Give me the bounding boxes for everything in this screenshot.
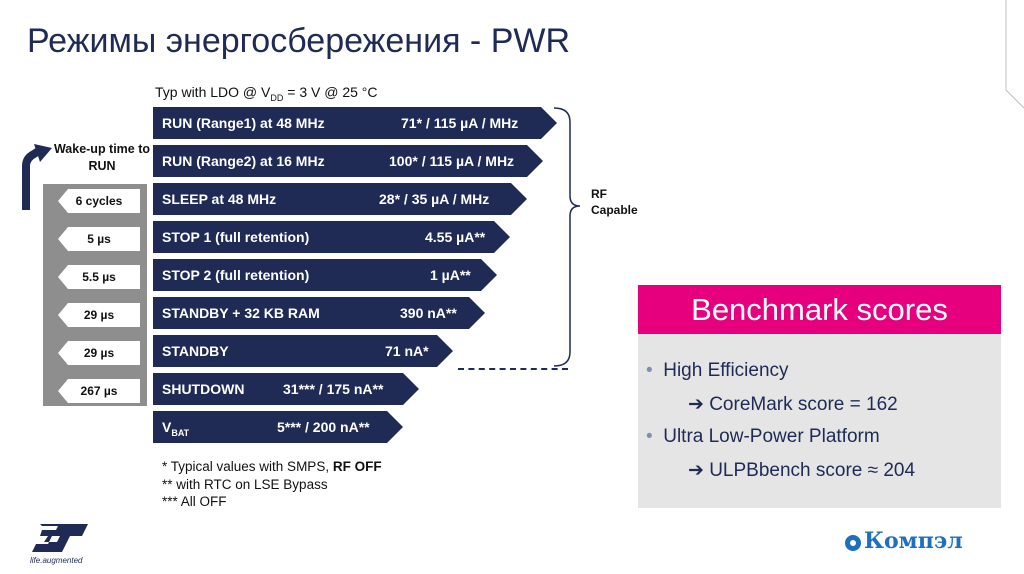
- wakeup-time-item: 267 µs: [58, 379, 140, 403]
- wakeup-label: Wake-up time to RUN: [53, 142, 151, 173]
- footnote-1: * Typical values with SMPS, RF OFF: [162, 458, 382, 476]
- sub-bullet-2-text: ULPBbench score ≈ 204: [709, 460, 916, 481]
- footnote-3: *** All OFF: [162, 494, 227, 509]
- mode-value: 390 nA**: [400, 305, 457, 321]
- benchmark-heading: Benchmark scores: [638, 285, 1001, 334]
- benchmark-panel: • High Efficiency ➔ CoreMark score = 162…: [638, 334, 1001, 508]
- wakeup-time-item: 5.5 µs: [58, 265, 140, 289]
- arrow-bar-shape: [153, 373, 419, 405]
- mode-bar-sleep: SLEEP at 48 MHz 28* / 35 µA / MHz: [153, 183, 527, 215]
- mode-label-main: V: [162, 419, 172, 435]
- footnote-2: ** with RTC on LSE Bypass: [162, 476, 328, 492]
- mode-value: 71* / 115 µA / MHz: [401, 115, 519, 131]
- wakeup-time-label: 5 µs: [87, 232, 111, 246]
- mode-label: STOP 1 (full retention): [162, 229, 310, 245]
- mode-value: 4.55 µA**: [425, 229, 486, 245]
- bullet-dot-icon: •: [646, 426, 653, 447]
- tag-shape-icon: [58, 379, 140, 403]
- arrow-bar-shape: [153, 411, 403, 443]
- wakeup-time-item: 29 µs: [58, 303, 140, 327]
- measurement-conditions: Typ with LDO @ VDD = 3 V @ 25 °C: [155, 84, 378, 103]
- wakeup-time-label: 5.5 µs: [82, 270, 116, 284]
- dashed-connector: [458, 368, 568, 370]
- sub-bullet-2: ➔ ULPBbench score ≈ 204: [688, 459, 915, 482]
- mode-label: RUN (Range1) at 48 MHz: [162, 115, 325, 131]
- bullet-2-text: Ultra Low-Power Platform: [663, 426, 880, 447]
- mode-label: STOP 2 (full retention): [162, 267, 310, 283]
- mode-label: STANDBY: [162, 343, 229, 359]
- wakeup-column: [43, 184, 147, 406]
- corner-decoration: [1002, 0, 1024, 112]
- rf-brace: [553, 107, 581, 367]
- bullet-2: • Ultra Low-Power Platform: [646, 426, 880, 448]
- arrow-bar-shape: [153, 335, 453, 367]
- mode-label: RUN (Range2) at 16 MHz: [162, 153, 325, 169]
- arrow-bar-shape: [153, 259, 497, 291]
- arrow-right-icon: ➔: [688, 460, 704, 481]
- wakeup-time-label: 6 cycles: [75, 194, 123, 208]
- wakeup-time-label: 29 µs: [83, 346, 115, 360]
- mode-bar-standby-ram: STANDBY + 32 KB RAM 390 nA**: [153, 297, 485, 329]
- mode-value: 100* / 115 µA / MHz: [389, 153, 515, 169]
- bullet-1-text: High Efficiency: [663, 360, 789, 381]
- tag-shape-icon: [58, 265, 140, 289]
- bullet-1: • High Efficiency: [646, 360, 789, 382]
- mode-value: 28* / 35 µA / MHz: [379, 191, 490, 207]
- wakeup-arrow-icon: [22, 144, 52, 210]
- arrow-right-icon: ➔: [688, 394, 704, 415]
- rf-capable-label: RF Capable: [591, 187, 638, 217]
- wakeup-time-label: 29 µs: [83, 308, 115, 322]
- mode-bar-shutdown: SHUTDOWN 31*** / 175 nA**: [153, 373, 419, 405]
- mode-label-subscript: BAT: [171, 427, 190, 438]
- arrow-bar-shape: [153, 107, 557, 139]
- st-logo-icon: [32, 524, 88, 552]
- mode-bar-stop1: STOP 1 (full retention) 4.55 µA**: [153, 221, 510, 253]
- mode-value: 71 nA*: [385, 343, 429, 359]
- footnotes: * Typical values with SMPS, RF OFF ** wi…: [162, 458, 382, 511]
- mode-bar-run-range2: RUN (Range2) at 16 MHz 100* / 115 µA / M…: [153, 145, 543, 177]
- wakeup-time-item: 5 µs: [58, 227, 140, 251]
- mode-value: 5*** / 200 nA**: [277, 419, 370, 435]
- mode-label: SLEEP at 48 MHz: [162, 191, 277, 207]
- conditions-prefix: Typ with LDO @ V: [155, 84, 271, 100]
- bullet-dot-icon: •: [646, 360, 653, 381]
- page-title: Режимы энергосбережения - PWR: [27, 22, 571, 60]
- sub-bullet-1-text: CoreMark score = 162: [709, 394, 898, 415]
- tag-shape-icon: [58, 189, 140, 213]
- arrow-bar-shape: [153, 183, 527, 215]
- tag-shape-icon: [58, 303, 140, 327]
- kompel-logo-icon: [845, 535, 861, 551]
- conditions-subscript: DD: [270, 92, 284, 103]
- mode-bar-vbat: VBAT 5*** / 200 nA**: [153, 411, 403, 443]
- mode-value: 1 µA**: [430, 267, 471, 283]
- arrow-bar-shape: [153, 221, 510, 253]
- arrow-bar-shape: [153, 145, 543, 177]
- tag-shape-icon: [58, 341, 140, 365]
- mode-label: SHUTDOWN: [162, 381, 245, 397]
- sub-bullet-1: ➔ CoreMark score = 162: [688, 393, 898, 416]
- mode-label: VBAT: [162, 419, 189, 438]
- wakeup-time-item: 29 µs: [58, 341, 140, 365]
- wakeup-time-label: 267 µs: [80, 384, 118, 398]
- mode-bar-run-range1: RUN (Range1) at 48 MHz 71* / 115 µA / MH…: [153, 107, 557, 139]
- mode-value: 31*** / 175 nA**: [283, 381, 384, 397]
- conditions-suffix: = 3 V @ 25 °C: [283, 84, 378, 100]
- mode-label: STANDBY + 32 KB RAM: [162, 305, 320, 321]
- footnote-1-text: * Typical values with SMPS,: [162, 459, 333, 474]
- tag-shape-icon: [58, 227, 140, 251]
- wakeup-time-item: 6 cycles: [58, 189, 140, 213]
- mode-bar-standby: STANDBY 71 nA*: [153, 335, 453, 367]
- footnote-1-bold: RF OFF: [332, 459, 382, 474]
- arrow-bar-shape: [153, 297, 485, 329]
- mode-bar-stop2: STOP 2 (full retention) 1 µA**: [153, 259, 497, 291]
- kompel-logo-text: Компэл: [864, 528, 963, 554]
- st-tagline: life.augmented: [30, 556, 83, 565]
